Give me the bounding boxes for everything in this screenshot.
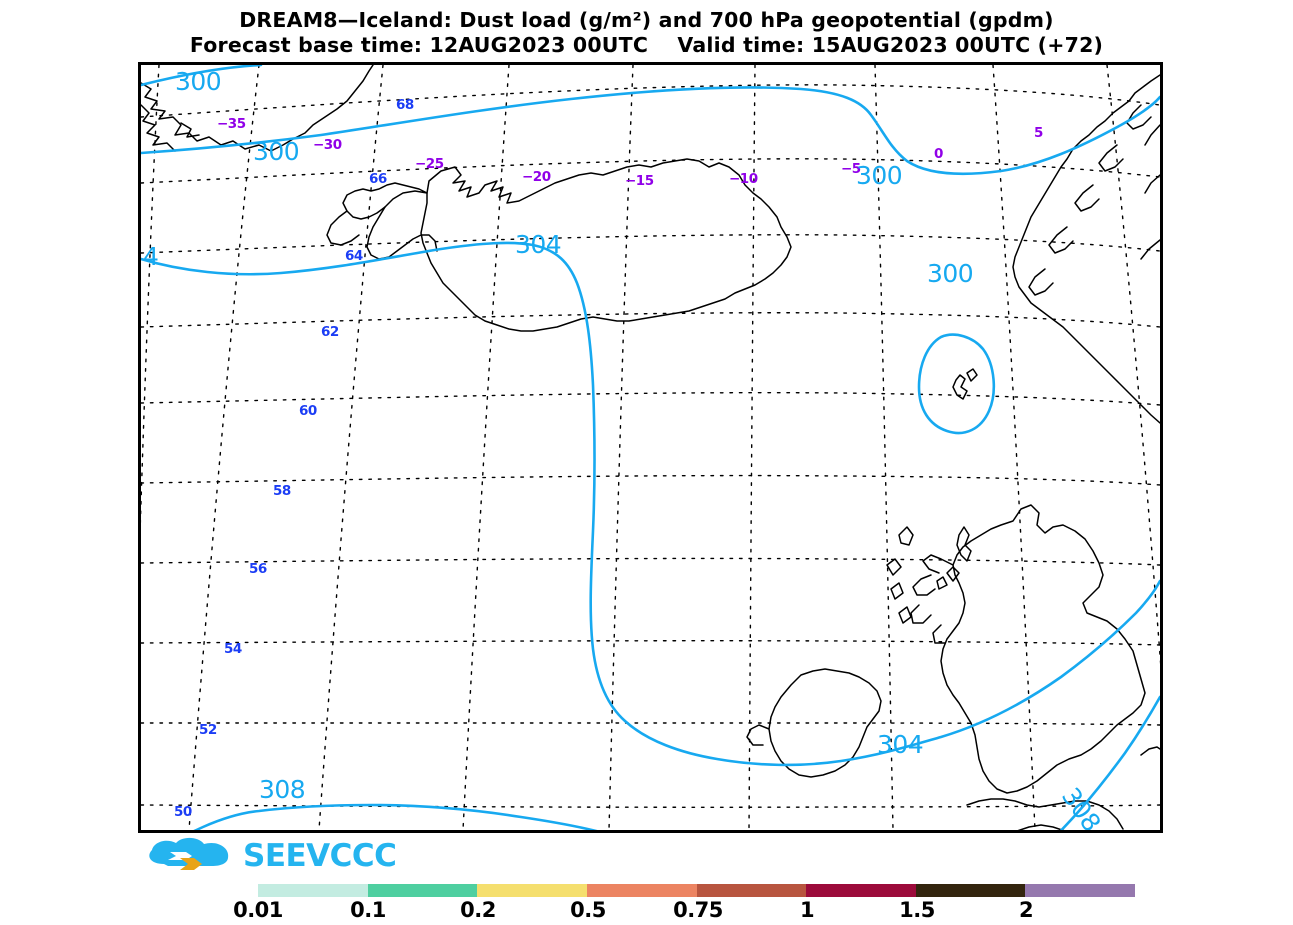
- lon-label-minus20: −20: [522, 169, 551, 185]
- contour-label-300-a: 300: [175, 67, 222, 96]
- colorbar-tick-labels: 0.01 0.1 0.2 0.5 0.75 1 1.5 2: [0, 898, 1293, 924]
- lon-label-minus15: −15: [625, 173, 654, 189]
- lon-label-minus5: −5: [841, 161, 861, 177]
- colorbar-swatch-5: [806, 884, 916, 897]
- lat-label-62: 62: [321, 324, 339, 340]
- dust-load-colorbar: [258, 884, 1135, 897]
- map-plot-area: 68 66 64 62 60 58 56 54 52 50 −35 −30 −2…: [138, 62, 1163, 833]
- lon-label-minus25: −25: [415, 156, 444, 172]
- contour-label-300-b: 300: [253, 137, 300, 166]
- colorbar-tick-0.75: 0.75: [673, 898, 723, 922]
- lat-label-58: 58: [273, 483, 291, 499]
- lat-label-54: 54: [224, 641, 242, 657]
- latitude-gridlines: [141, 84, 1160, 808]
- colorbar-tick-0.1: 0.1: [350, 898, 386, 922]
- page-title: DREAM8—Iceland: Dust load (g/m²) and 700…: [239, 8, 1054, 32]
- contour-label-308-a: 308: [259, 775, 306, 804]
- seevccc-logo-text: SEEVCCC: [243, 838, 397, 874]
- arrow-icon: [180, 858, 202, 870]
- lat-label-56: 56: [249, 561, 267, 577]
- colorbar-tick-1: 1: [799, 898, 815, 922]
- colorbar-swatch-2: [477, 884, 587, 897]
- contour-label-304-b: 304: [877, 730, 924, 759]
- seevccc-logo-mark: [149, 837, 229, 870]
- lon-label-minus35: −35: [217, 116, 246, 132]
- geopotential-contours: [141, 65, 1160, 830]
- longitude-gridlines: [141, 65, 1160, 830]
- colorbar-tick-0.01: 0.01: [233, 898, 283, 922]
- colorbar-tick-0.5: 0.5: [570, 898, 606, 922]
- colorbar-tick-1.5: 1.5: [899, 898, 935, 922]
- contour-label-300-d: 300: [927, 259, 974, 288]
- colorbar-swatch-0: [258, 884, 368, 897]
- colorbar-swatch-6: [915, 884, 1026, 897]
- lon-label-5: 5: [1034, 125, 1043, 141]
- contour-label-300-c: 300: [856, 161, 903, 190]
- colorbar-swatch-3: [586, 884, 697, 897]
- chart-title-block: DREAM8—Iceland: Dust load (g/m²) and 700…: [0, 8, 1293, 58]
- colorbar-tick-2: 2: [1018, 898, 1034, 922]
- contour-label-304-clipped: 4: [143, 242, 159, 271]
- forecast-time-subtitle: Forecast base time: 12AUG2023 00UTC Vali…: [189, 33, 1104, 57]
- colorbar-tick-0.2: 0.2: [460, 898, 496, 922]
- lat-label-52: 52: [199, 722, 217, 738]
- colorbar-swatch-4: [696, 884, 807, 897]
- colorbar-swatch-1: [367, 884, 478, 897]
- map-canvas: [141, 65, 1160, 830]
- lat-label-68: 68: [396, 97, 414, 113]
- lat-label-50: 50: [174, 804, 192, 820]
- cloud-icon: [149, 837, 229, 866]
- lon-label-minus10: −10: [729, 171, 758, 187]
- lat-label-66: 66: [369, 171, 387, 187]
- lon-label-minus30: −30: [313, 137, 342, 153]
- contour-label-304-a: 304: [515, 230, 562, 259]
- lat-label-60: 60: [299, 403, 317, 419]
- lon-label-0: 0: [934, 146, 943, 162]
- lat-label-64: 64: [345, 248, 363, 264]
- colorbar-swatch-7: [1025, 884, 1135, 897]
